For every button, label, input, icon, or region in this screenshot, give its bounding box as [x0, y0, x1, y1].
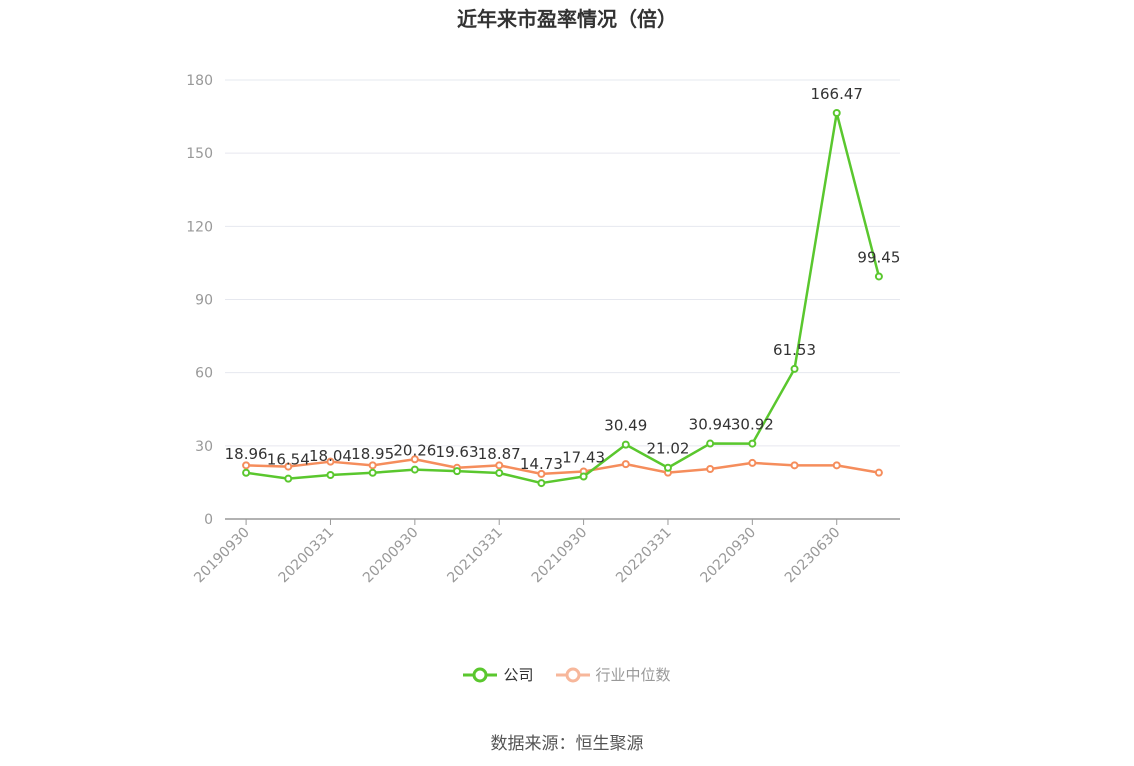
industry-data-point: [874, 468, 883, 477]
company-data-label: 20.26: [393, 442, 436, 460]
company-data-point: [621, 440, 630, 449]
industry-data-point: [832, 461, 841, 470]
data-source-note: 数据来源：恒生聚源: [490, 734, 644, 754]
company-data-point: [284, 474, 293, 483]
company-data-label: 18.95: [351, 445, 394, 463]
company-data-label: 18.04: [309, 447, 352, 465]
company-data-label: 16.54: [267, 451, 310, 469]
industry-data-point: [790, 461, 799, 470]
company-data-point: [874, 272, 883, 281]
industry-data-point: [284, 462, 293, 471]
x-tick-label: 20210331: [444, 525, 506, 587]
company-data-point: [748, 439, 757, 448]
y-tick-label: 180: [186, 73, 213, 89]
line-chart: 0 30 60 90 120 150 180 20190930 20200331 20200930…: [186, 73, 900, 587]
company-data-label: 19.63: [436, 443, 479, 461]
company-data-point: [790, 364, 799, 373]
x-tick-label: 20190930: [191, 525, 253, 587]
industry-data-point: [495, 461, 504, 470]
company-data-point: [706, 439, 715, 448]
company-data-label: 14.73: [520, 455, 563, 473]
company-data-point: [495, 468, 504, 477]
industry-series-line: [246, 457, 880, 476]
industry-data-point: [706, 465, 715, 474]
chart-title: 近年来市盈率情况（倍）: [457, 7, 677, 31]
company-data-label: 61.53: [773, 341, 816, 359]
company-data-label: 99.45: [857, 248, 900, 266]
y-tick-label: 0: [204, 512, 213, 528]
industry-data-point: [410, 455, 419, 464]
company-data-point: [663, 463, 672, 472]
company-data-point: [326, 471, 335, 480]
legend-industry-label: 行业中位数: [595, 666, 671, 684]
company-data-point: [368, 468, 377, 477]
company-data-label: 18.87: [478, 445, 521, 463]
y-tick-label: 60: [195, 366, 213, 382]
legend-company-symbol: [463, 667, 498, 682]
company-data-point: [242, 468, 251, 477]
industry-data-point: [368, 461, 377, 470]
y-tick-label: 150: [186, 146, 213, 162]
industry-data-point: [621, 460, 630, 469]
company-data-label: 21.02: [646, 440, 689, 458]
x-tick-label: 20220930: [697, 525, 759, 587]
company-data-point: [579, 472, 588, 481]
x-tick-label: 20230630: [782, 525, 844, 587]
x-tick-label: 20220331: [613, 525, 675, 587]
company-data-label: 30.49: [604, 417, 647, 435]
company-data-label: 30.94: [689, 416, 732, 434]
company-data-point: [410, 465, 419, 474]
y-tick-label: 120: [186, 219, 213, 235]
legend-item-company[interactable]: 公司: [463, 664, 534, 685]
company-data-point: [832, 108, 841, 117]
company-data-label: 166.47: [810, 85, 863, 103]
company-series-line: [245, 111, 881, 485]
industry-data-point: [326, 457, 335, 466]
company-data-label: 17.43: [562, 448, 605, 466]
chart-legend: 公司 行业中位数: [0, 664, 1134, 685]
x-tick-label: 20210930: [529, 525, 591, 587]
legend-company-label: 公司: [503, 666, 534, 684]
company-data-label: 18.96: [225, 445, 268, 463]
company-data-point: [453, 467, 462, 476]
legend-item-industry[interactable]: 行业中位数: [555, 664, 671, 685]
industry-data-point: [242, 461, 251, 470]
industry-data-point: [537, 469, 546, 478]
company-data-label: 30.92: [731, 416, 774, 434]
x-tick-label: 20200930: [360, 525, 422, 587]
y-tick-label: 90: [195, 293, 213, 309]
industry-data-point: [748, 458, 757, 467]
y-tick-label: 30: [195, 439, 213, 455]
x-tick-label: 20200331: [276, 525, 338, 587]
legend-industry-symbol: [555, 667, 590, 682]
company-data-point: [537, 479, 546, 488]
